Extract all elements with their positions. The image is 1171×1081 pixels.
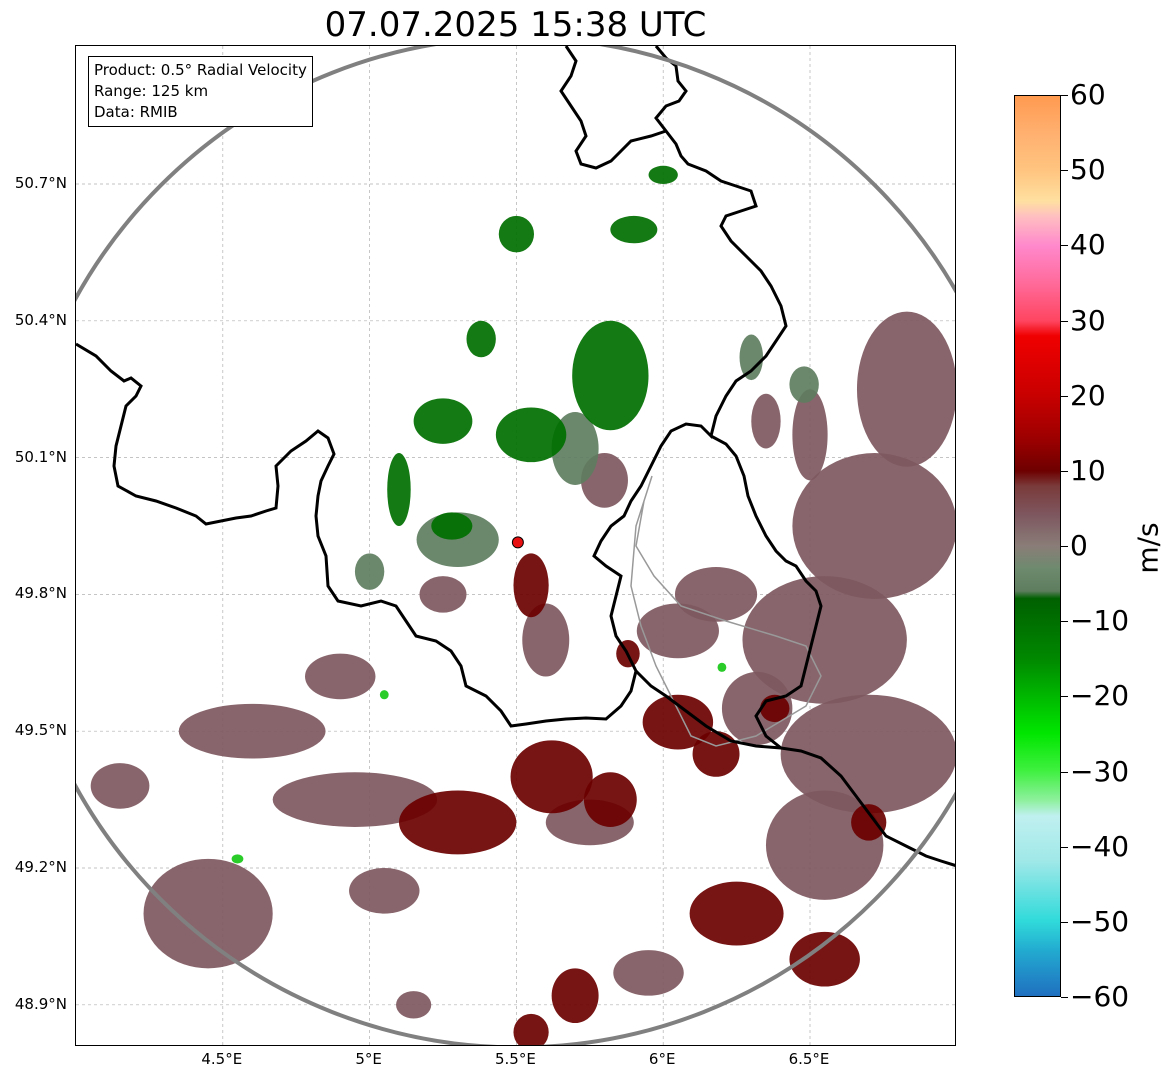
colorbar-tick-label-9: −30	[1070, 755, 1130, 788]
colorbar-tick-label-2: 40	[1070, 228, 1106, 261]
colorbar-tick-label-3: 30	[1070, 304, 1106, 337]
echo-inbound-47	[610, 215, 658, 244]
echo-weak-outbound-3	[780, 694, 955, 814]
colorbar-tick-11	[1061, 922, 1068, 923]
colorbar-tick-label-4: 20	[1070, 379, 1106, 412]
echo-weak-outbound-2	[742, 576, 907, 704]
echo-weak-outbound-21	[751, 393, 781, 449]
colorbar-tick-12	[1061, 997, 1068, 998]
echo-inbound-40	[572, 320, 649, 431]
lon-tick-label-2: 5.5°E	[494, 1050, 536, 1068]
range-label: Range: 125 km	[94, 82, 209, 100]
colorbar-tick-label-6: 0	[1070, 529, 1088, 562]
data-source-label: Data: RMIB	[94, 103, 178, 121]
product-label: Product: 0.5° Radial Velocity	[94, 61, 307, 79]
echo-weak-outbound-8	[636, 603, 719, 659]
echo-weak-outbound-7	[792, 389, 828, 481]
echo-weak-outbound-20	[396, 991, 432, 1019]
echo-weak-outbound-16	[522, 603, 570, 677]
echo-inbound-48	[648, 165, 678, 184]
country-border-netherlands	[559, 46, 667, 170]
echo-weak-outbound-0	[856, 311, 955, 467]
echo-strong-inbound-49	[231, 854, 244, 864]
echo-weak-outbound-1	[792, 453, 955, 599]
echo-weak-outbound-14	[349, 868, 420, 914]
colorbar-tick-1	[1061, 170, 1068, 171]
colorbar-tick-9	[1061, 772, 1068, 773]
echo-strong-outbound-24	[583, 772, 637, 827]
colorbar-tick-label-0: 60	[1070, 78, 1106, 111]
lon-tick-label-4: 6.5°E	[788, 1050, 830, 1068]
country-border-france-germany	[634, 669, 955, 867]
echo-weak-outbound-18	[419, 576, 467, 613]
echo-inbound-41	[495, 407, 567, 463]
colorbar-tick-3	[1061, 321, 1068, 322]
lat-tick-label-5: 49.2°N	[14, 858, 67, 876]
country-border-luxembourg-germany	[710, 434, 823, 750]
echo-strong-outbound-33	[851, 804, 887, 841]
map-title: 07.07.2025 15:38 UTC	[324, 5, 707, 45]
product-info-box: Product: 0.5° Radial Velocity Range: 125…	[88, 56, 313, 127]
colorbar-tick-label-5: 10	[1070, 454, 1106, 487]
colorbar-tick-label-7: −10	[1070, 604, 1130, 637]
echo-weak-outbound-5	[721, 671, 793, 745]
echo-near-zero-37	[739, 334, 764, 381]
echo-strong-outbound-29	[551, 968, 599, 1024]
echo-inbound-42	[413, 398, 473, 444]
echo-weak-outbound-12	[90, 763, 150, 809]
lon-tick-label-3: 6°E	[648, 1050, 676, 1068]
echo-weak-outbound-13	[143, 858, 273, 969]
colorbar-tick-5	[1061, 471, 1068, 472]
colorbar-tick-label-11: −50	[1070, 905, 1130, 938]
colorbar-tick-0	[1061, 95, 1068, 96]
echo-inbound-46	[498, 215, 535, 253]
colorbar-tick-label-10: −40	[1070, 830, 1130, 863]
echo-strong-outbound-28	[789, 931, 860, 987]
colorbar-unit-label: m/s	[1131, 522, 1165, 574]
colorbar-tick-8	[1061, 696, 1068, 697]
echo-strong-outbound-31	[513, 553, 549, 618]
country-border-france-belgium	[76, 46, 788, 728]
echo-strong-outbound-23	[510, 740, 593, 814]
echo-near-zero-39	[354, 553, 385, 590]
lat-tick-label-2: 50.1°N	[14, 447, 67, 466]
lat-tick-label-4: 49.5°N	[14, 721, 67, 740]
lat-tick-label-3: 49.8°N	[14, 584, 67, 603]
echo-weak-outbound-10	[178, 703, 326, 759]
radar-echoes	[90, 165, 955, 1045]
echo-strong-outbound-25	[642, 694, 714, 750]
echo-weak-outbound-11	[305, 653, 376, 700]
echo-strong-outbound-22	[398, 790, 517, 855]
echo-weak-outbound-9	[272, 772, 438, 827]
lon-tick-label-0: 4.5°E	[201, 1050, 243, 1068]
radar-map[interactable]	[75, 45, 956, 1046]
echo-inbound-44	[431, 512, 473, 540]
echo-strong-outbound-30	[513, 1013, 549, 1045]
colorbar-tick-10	[1061, 847, 1068, 848]
colorbar-tick-2	[1061, 245, 1068, 246]
echo-strong-outbound-26	[692, 731, 740, 777]
lon-tick-label-1: 5°E	[355, 1050, 382, 1068]
echo-inbound-45	[466, 320, 496, 358]
echo-inbound-43	[387, 453, 411, 526]
colorbar-tick-4	[1061, 396, 1068, 397]
colorbar-tick-label-1: 50	[1070, 153, 1106, 186]
velocity-colorbar	[1014, 95, 1061, 997]
echo-near-zero-38	[789, 366, 819, 403]
lat-tick-label-1: 50.4°N	[14, 310, 67, 329]
inner-border-luxembourg	[630, 475, 822, 747]
colorbar-tick-label-8: −20	[1070, 679, 1130, 712]
colorbar-tick-7	[1061, 621, 1068, 622]
echo-strong-inbound-51	[379, 690, 389, 700]
colorbar-tick-6	[1061, 546, 1068, 547]
echo-strong-outbound-27	[689, 881, 784, 946]
radar-site-marker[interactable]	[511, 536, 524, 549]
lat-tick-label-6: 48.9°N	[14, 994, 67, 1013]
colorbar-tick-label-12: −60	[1070, 980, 1130, 1013]
echo-strong-inbound-50	[717, 662, 727, 672]
lat-tick-label-0: 50.7°N	[14, 174, 67, 192]
echo-weak-outbound-19	[613, 950, 684, 996]
